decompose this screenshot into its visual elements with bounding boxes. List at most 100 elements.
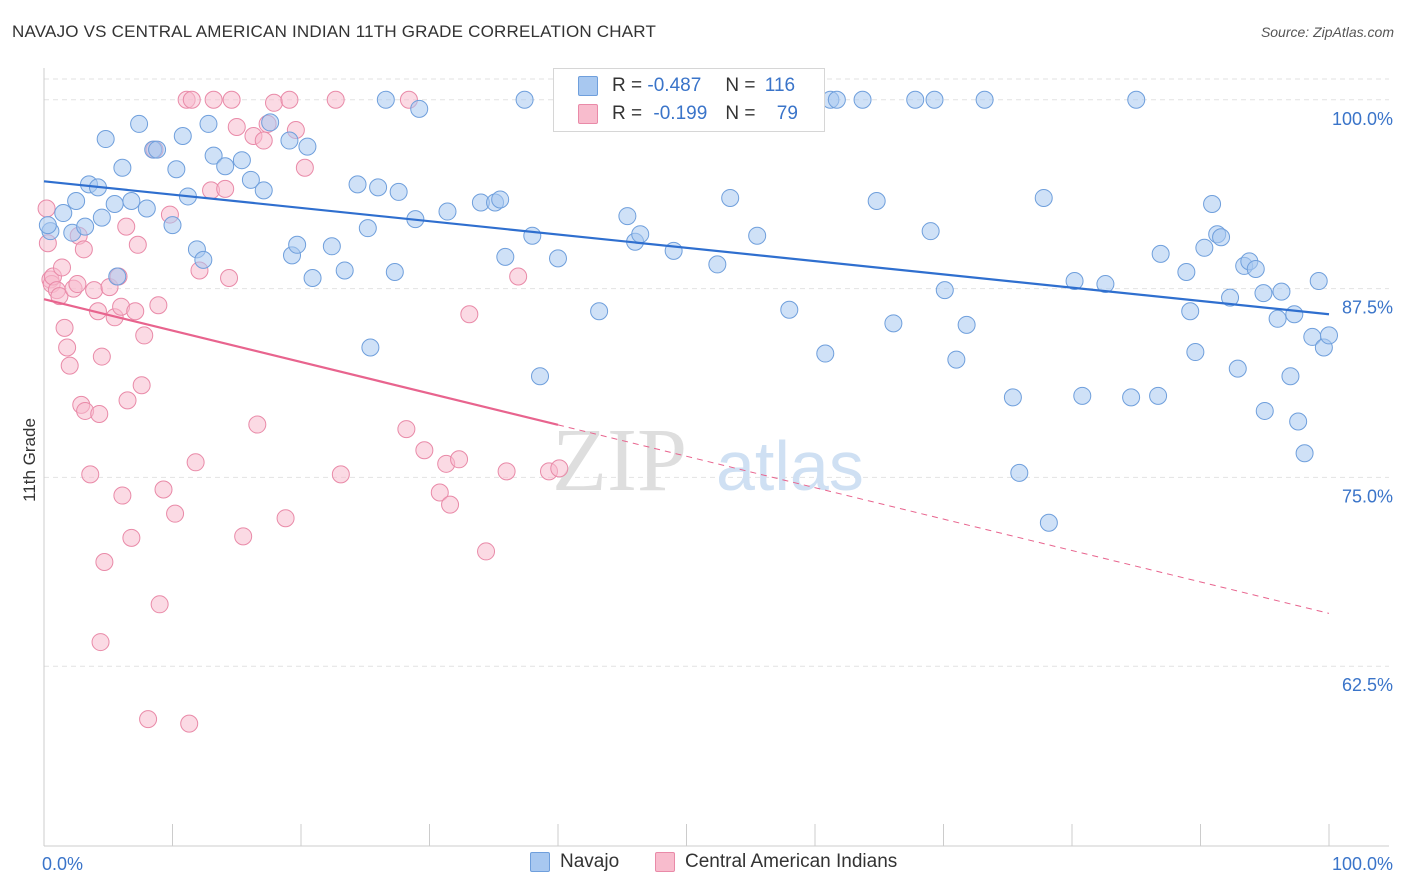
navajo-point: [925, 90, 944, 109]
navajo-point: [1149, 386, 1168, 405]
cai-point: [58, 338, 77, 357]
cai-point: [509, 267, 528, 286]
navajo-point: [523, 226, 542, 245]
cai-point: [37, 199, 56, 218]
cai-point: [326, 90, 345, 109]
navajo-point: [92, 208, 111, 227]
navajo-point: [1281, 367, 1300, 386]
cai-point: [85, 281, 104, 300]
navajo-point: [298, 137, 317, 156]
cai-point: [254, 131, 273, 150]
y-tick-label: 62.5%: [1342, 675, 1393, 695]
cai-point: [92, 347, 111, 366]
navajo-point: [491, 190, 510, 209]
navajo-point: [1320, 326, 1338, 345]
cai-point: [397, 420, 416, 439]
navajo-point: [167, 160, 186, 179]
cai-point: [166, 504, 185, 523]
cai-point: [68, 275, 87, 294]
navajo-point: [1221, 288, 1240, 307]
cai-point: [234, 527, 253, 546]
navajo-point: [1177, 262, 1196, 281]
cai-point: [216, 179, 235, 198]
y-tick-label: 100.0%: [1332, 109, 1393, 129]
cai-point: [415, 441, 434, 460]
cai-point: [60, 356, 79, 375]
navajo-point: [322, 237, 341, 256]
cai-point: [265, 93, 284, 112]
navajo-point: [975, 90, 994, 109]
n-value-navajo: 116: [764, 75, 796, 96]
cai-point: [52, 258, 71, 277]
source-label: Source: ZipAtlas.com: [1260, 24, 1394, 40]
cai-point: [55, 318, 74, 337]
navajo-point: [884, 314, 903, 333]
navajo-point: [216, 157, 235, 176]
navajo-point: [137, 199, 156, 218]
navajo-point: [957, 315, 976, 334]
navajo-point: [1010, 463, 1029, 482]
cai-point: [430, 483, 449, 502]
navajo-points: [38, 90, 1338, 532]
legend-row-cai: R = -0.199 N = 79: [578, 103, 798, 125]
navajo-point: [1151, 244, 1170, 263]
legend-row-navajo: R = -0.487 N = 116: [578, 75, 795, 97]
navajo-point: [261, 113, 280, 132]
navajo-point: [232, 151, 251, 170]
navajo-point: [947, 350, 966, 369]
navajo-point: [935, 281, 954, 300]
cai-point: [276, 509, 295, 528]
cai-point: [186, 453, 205, 472]
navajo-point: [1272, 282, 1291, 301]
cai-points: [37, 90, 569, 733]
navajo-point: [618, 207, 637, 226]
cai-point: [95, 553, 114, 572]
cai-trend-line-extrapolated: [557, 424, 1330, 614]
navajo-point: [148, 140, 167, 159]
cai-point: [126, 302, 145, 321]
navajo-point: [1195, 238, 1214, 257]
navajo-point: [1065, 272, 1084, 291]
navajo-point: [515, 90, 534, 109]
navajo-point: [54, 204, 73, 223]
navajo-point: [204, 146, 223, 165]
navajo-point: [1246, 259, 1265, 278]
navajo-point: [708, 255, 727, 274]
cai-point: [74, 240, 93, 259]
navajo-point: [38, 216, 57, 235]
navajo-point: [1203, 194, 1222, 213]
cai-point: [113, 486, 132, 505]
navajo-point: [1228, 359, 1247, 378]
navajo-point: [1285, 305, 1304, 324]
navajo-point: [76, 217, 95, 236]
y-tick-label: 75.0%: [1342, 486, 1393, 506]
navajo-point: [1122, 388, 1141, 407]
navajo-point: [1127, 90, 1146, 109]
n-label: N =: [725, 75, 756, 96]
navajo-point: [199, 114, 218, 133]
navajo-point: [280, 131, 299, 150]
grid-lines: [44, 78, 1389, 667]
navajo-point: [358, 219, 377, 238]
navajo-swatch: [578, 76, 598, 96]
cai-point: [122, 528, 141, 547]
navajo-point: [1289, 412, 1308, 431]
cai-point: [441, 495, 460, 514]
navajo-point: [130, 114, 149, 133]
n-label: N =: [725, 103, 756, 124]
r-value-navajo: -0.487: [647, 75, 702, 96]
navajo-point: [108, 267, 127, 286]
legend-item-navajo: Navajo: [530, 851, 619, 873]
cai-trend-line: [43, 298, 559, 426]
navajo-point: [122, 191, 141, 210]
navajo-point: [1255, 401, 1274, 420]
cai-point: [227, 117, 246, 136]
navajo-point: [96, 130, 115, 149]
navajo-point: [531, 367, 550, 386]
navajo-point: [1268, 309, 1287, 328]
cai-point: [220, 269, 239, 288]
cai-point: [180, 714, 199, 733]
cai-point: [139, 710, 158, 729]
navajo-point: [867, 191, 886, 210]
x-tick-label: 100.0%: [1332, 854, 1393, 874]
